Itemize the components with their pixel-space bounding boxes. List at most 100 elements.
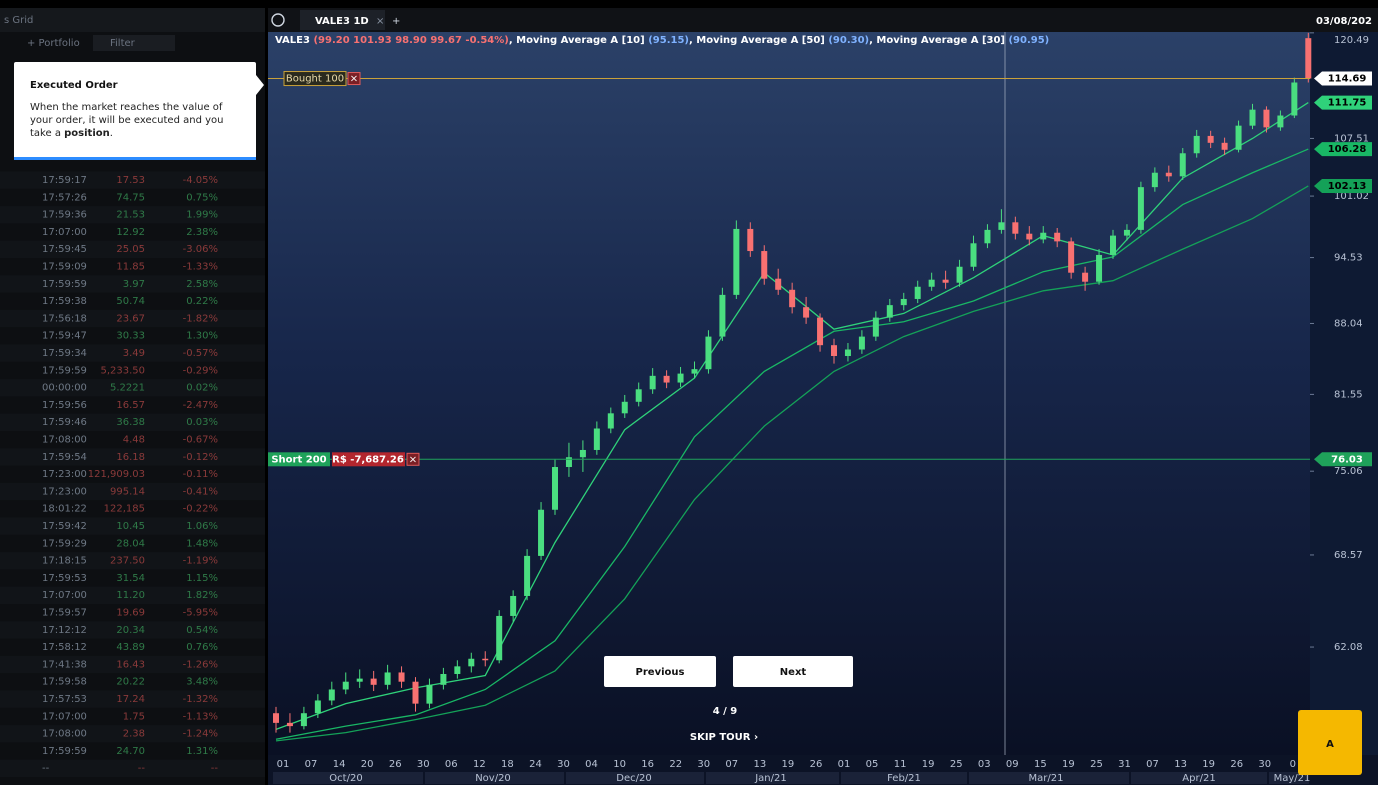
candle-body: [286, 722, 293, 727]
tab-close[interactable]: ×: [376, 16, 384, 27]
x-day-label: 30: [557, 759, 570, 770]
x-day-label: 18: [501, 759, 514, 770]
row-time: 17:59:29: [42, 538, 87, 549]
candle-body: [384, 672, 391, 685]
x-day-label: 31: [1118, 759, 1131, 770]
row-price: 28.04: [116, 538, 145, 549]
tooltip-arrow: [256, 75, 264, 95]
date: 03/08/202: [1316, 16, 1372, 27]
row-time: 17:57:26: [42, 192, 87, 203]
row-bg: [0, 344, 265, 362]
row-time: 17:08:00: [42, 435, 87, 446]
moving-average: [275, 102, 1309, 730]
row-time: 00:00:00: [42, 383, 87, 394]
x-day-label: 07: [725, 759, 738, 770]
row-change: 1.82%: [186, 590, 218, 601]
price-tag: [1314, 71, 1372, 86]
row-time: 17:23:00: [42, 486, 87, 497]
badge-label: A: [1326, 739, 1334, 750]
candle-body: [942, 279, 949, 283]
candle-body: [1123, 229, 1130, 236]
y-tick-label: 75.06: [1334, 466, 1363, 477]
y-tick-label: 101.02: [1334, 191, 1369, 202]
row-change: -4.05%: [183, 175, 218, 186]
row-change: -0.11%: [183, 469, 218, 480]
row-time: 17:59:58: [42, 677, 87, 688]
filter-input[interactable]: [93, 35, 175, 51]
row-change: 0.75%: [186, 192, 218, 203]
candle-body: [886, 305, 893, 318]
row-price: 17.53: [116, 175, 145, 186]
chart-tab[interactable]: [300, 10, 385, 30]
month-cell: [566, 772, 704, 784]
next-label: Next: [780, 667, 807, 678]
tour-overlay: Executed Order When the market reaches th…: [14, 62, 1362, 775]
candle-body: [1068, 241, 1075, 273]
candle-body: [705, 336, 712, 370]
row-bg: [0, 552, 265, 570]
month-cell: [1269, 772, 1309, 784]
candle-body: [1249, 109, 1256, 126]
candle-body: [1207, 135, 1214, 143]
row-price: 30.33: [116, 331, 145, 342]
row-time: 17:59:34: [42, 348, 87, 359]
candle-body: [454, 666, 461, 674]
candle-body: [803, 307, 810, 318]
candle-body: [1291, 82, 1298, 116]
tooltip-accent: [14, 157, 256, 160]
x-day-label: 03: [978, 759, 991, 770]
row-price: 19.69: [116, 608, 145, 619]
x-day-label: 30: [1258, 759, 1271, 770]
candle-body: [273, 713, 279, 723]
row-time: 17:07:00: [42, 590, 87, 601]
candle-body: [342, 681, 349, 690]
previous-button[interactable]: [604, 656, 716, 687]
order-label-box: [268, 452, 330, 467]
row-change: -1.32%: [183, 694, 218, 705]
candle-body: [1277, 115, 1284, 128]
x-day-label: 15: [1034, 759, 1047, 770]
row-change: -0.12%: [183, 452, 218, 463]
row-time: 17:41:38: [42, 659, 87, 670]
skip-tour[interactable]: SKIP TOUR ›: [690, 732, 758, 743]
row-bg: [0, 517, 265, 535]
clock-icon[interactable]: [271, 13, 285, 27]
row-time: 17:12:12: [42, 625, 87, 636]
candle-body: [1235, 125, 1242, 150]
x-month-label: Mar/21: [1029, 773, 1064, 784]
row-bg: [0, 413, 265, 431]
row-price: 11.85: [116, 262, 145, 273]
row-price: 3.97: [123, 279, 145, 290]
next-button[interactable]: [733, 656, 853, 687]
row-time: 17:59:53: [42, 573, 87, 584]
portfolio-button[interactable]: + Portfolio: [27, 38, 80, 49]
candle-body: [831, 345, 837, 357]
row-change: 1.30%: [186, 331, 218, 342]
candle-body: [1193, 135, 1200, 154]
row-time: 17:59:36: [42, 210, 87, 221]
row-time: 17:59:59: [42, 746, 87, 757]
month-cell: [969, 772, 1129, 784]
row-price: 4.48: [123, 435, 145, 446]
row-bg: [0, 275, 265, 293]
row-time: 17:59:47: [42, 331, 87, 342]
row-time: 17:59:59: [42, 365, 87, 376]
row-change: 0.54%: [186, 625, 218, 636]
plot-area: [268, 32, 1310, 755]
order-cancel[interactable]: [347, 72, 361, 86]
row-price: 16.43: [116, 659, 145, 670]
row-price: 17.24: [116, 694, 145, 705]
row-price: 24.70: [116, 746, 145, 757]
row-time: 17:08:00: [42, 729, 87, 740]
candle-body: [677, 373, 684, 383]
order-cancel[interactable]: [406, 452, 420, 466]
candle-body: [747, 228, 754, 252]
row-time: 18:01:22: [42, 504, 87, 515]
y-tick-label: 81.55: [1334, 389, 1363, 400]
row-change: 0.22%: [186, 296, 218, 307]
candle-body: [858, 336, 865, 350]
candle-body: [789, 289, 796, 308]
row-time: 17:23:00: [42, 469, 87, 480]
order-cancel-x: ×: [409, 454, 417, 465]
tab-add[interactable]: +: [392, 16, 400, 27]
